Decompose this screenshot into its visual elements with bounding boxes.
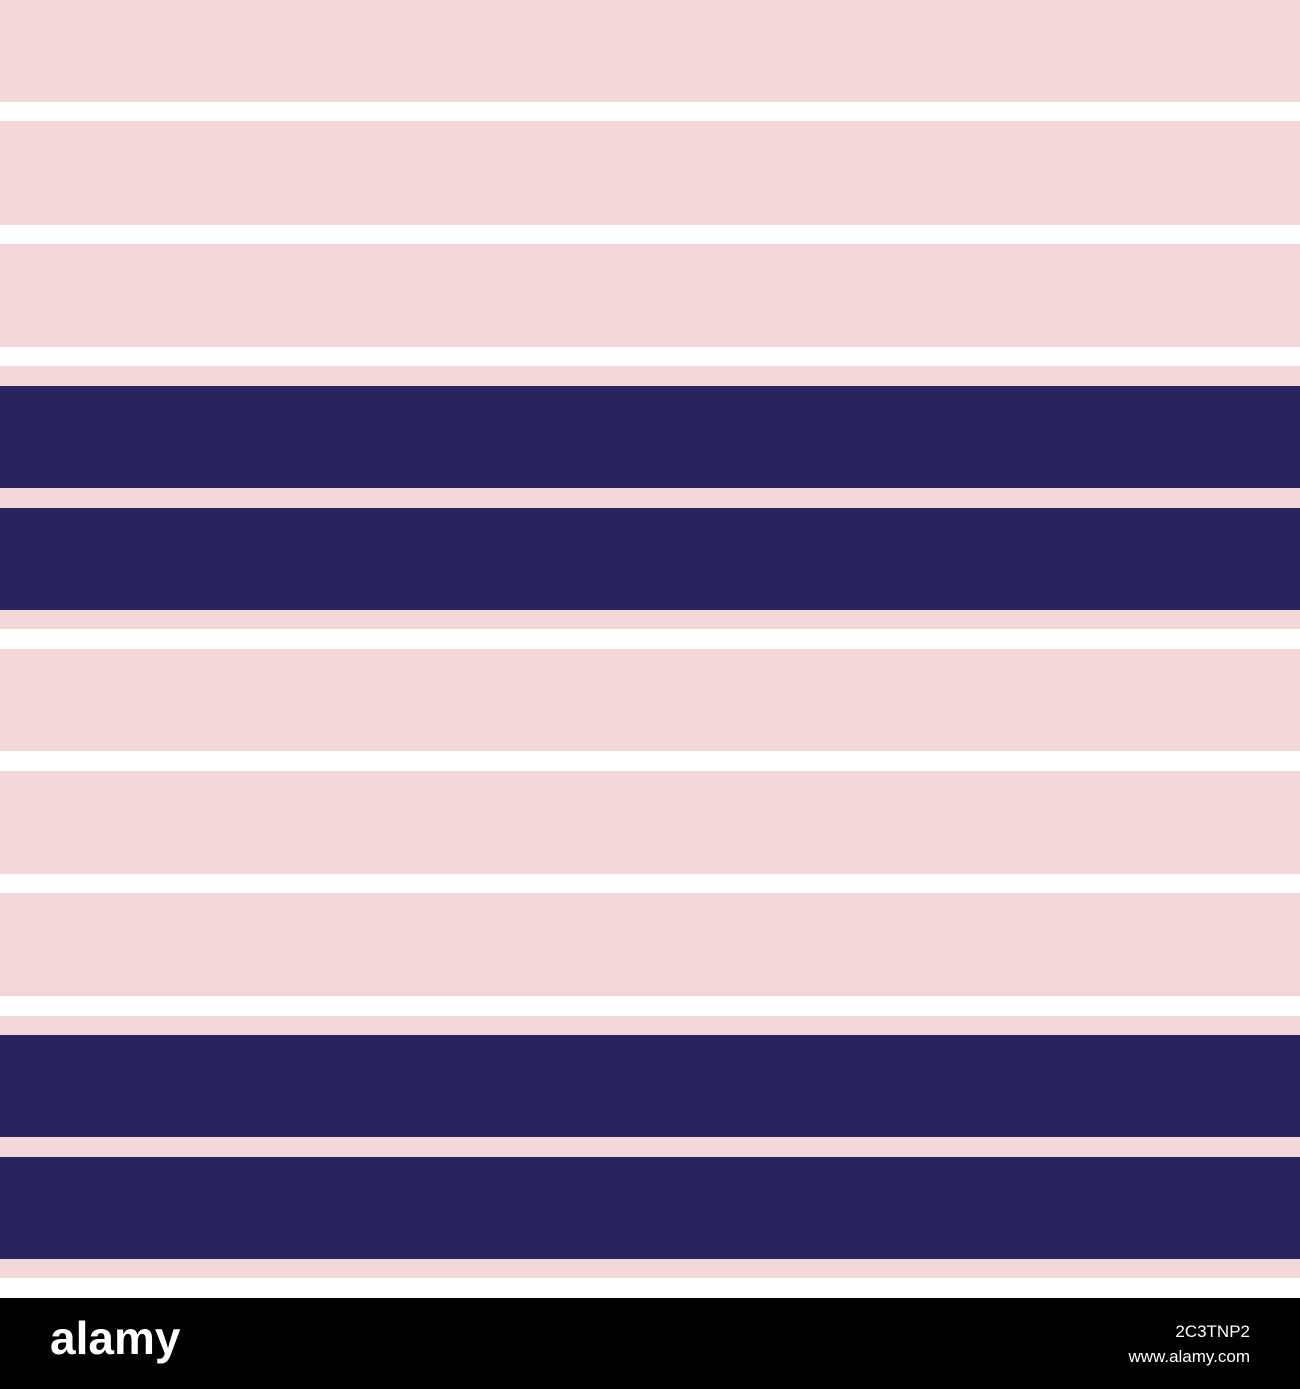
stripe-pattern	[0, 0, 1300, 1298]
white-stripe	[0, 1278, 1300, 1298]
white-stripe	[0, 629, 1300, 649]
navy-stripe	[0, 1157, 1300, 1259]
white-stripe	[0, 751, 1300, 771]
site-url: www.alamy.com	[1127, 1347, 1250, 1366]
white-stripe	[0, 996, 1300, 1016]
white-stripe	[0, 347, 1300, 366]
navy-stripe	[0, 1035, 1300, 1137]
logo: alamy	[50, 1312, 181, 1364]
navy-stripe	[0, 508, 1300, 610]
navy-stripe	[0, 386, 1300, 488]
white-stripe	[0, 874, 1300, 893]
footer-bar: alamy 2C3TNP2 www.alamy.com	[0, 1298, 1300, 1389]
white-stripe	[0, 102, 1300, 121]
white-stripe	[0, 225, 1300, 244]
image-id: 2C3TNP2	[1175, 1322, 1250, 1341]
footer-background	[0, 1298, 1300, 1389]
